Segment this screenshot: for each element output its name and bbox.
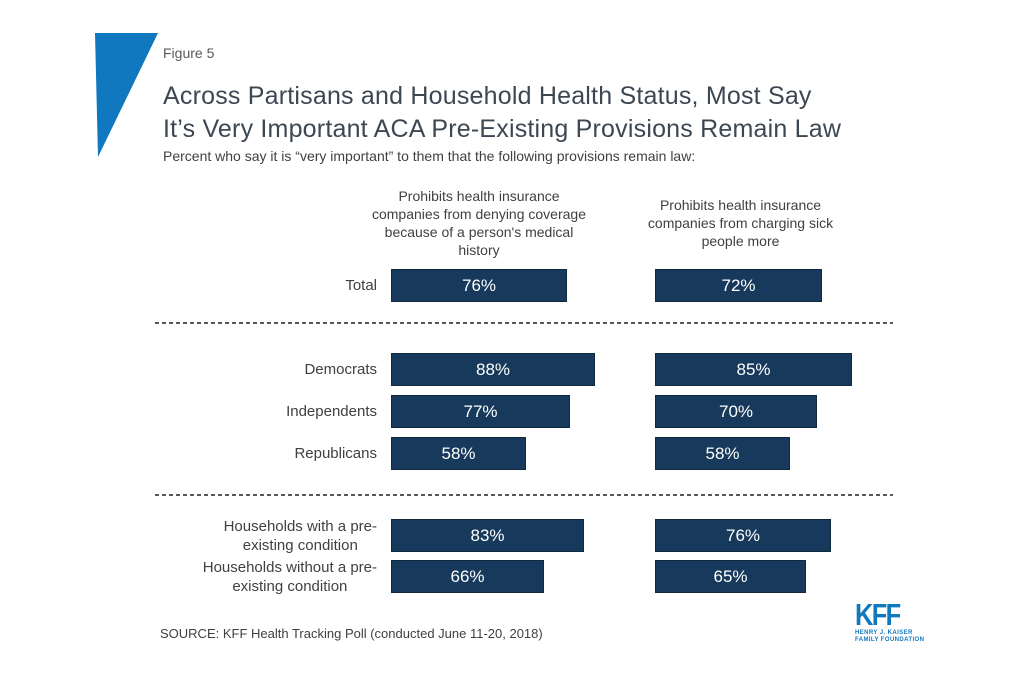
kff-logo-tagline-line-1: HENRY J. KAISER [855,630,913,636]
chart-title-line-2: It’s Very Important ACA Pre-Existing Pro… [163,115,842,143]
column-header-denying-coverage: Prohibits health insurance companies fro… [371,188,586,258]
chart-title-line-1: Across Partisans and Household Health St… [163,82,812,110]
category-label: Democrats [136,353,381,386]
column-header-charging-more: Prohibits health insurance companies fro… [647,197,834,249]
category-label-text: Households without a pre-existing condit… [202,558,377,595]
category-label-text: Republicans [294,445,377,462]
category-label-text: Total [345,277,377,294]
figure-label: Figure 5 [163,45,215,61]
bar-value-label: 58% [441,443,476,463]
bar-value-label: 77% [463,401,498,421]
bar-value-label: 88% [475,359,511,379]
dashed-divider [155,494,893,496]
bar: 76% [655,519,831,552]
category-label-text: Households with a pre-existing condition [223,517,377,554]
bar-value-label: 70% [718,401,754,421]
category-label: Households without a pre-existing condit… [136,558,381,595]
category-label: Republicans [136,437,381,470]
kff-logo-tagline-line-2: FAMILY FOUNDATION [855,637,925,643]
bar: 58% [391,437,526,470]
bar-value-label: 58% [705,443,740,463]
bar: 72% [655,269,822,302]
kff-triangle-logo-mark [95,33,158,157]
bar: 66% [391,560,544,593]
bar-value-label: 76% [461,275,497,295]
bar: 65% [655,560,806,593]
bar: 83% [391,519,584,552]
bar: 70% [655,395,817,428]
source-note: SOURCE: KFF Health Tracking Poll (conduc… [160,626,543,641]
chart-title: Across Partisans and Household Health St… [163,80,841,146]
bar-value-label: 76% [725,525,761,545]
category-label-text: Independents [286,403,377,420]
category-label-text: Democrats [304,361,377,378]
bar-value-label: 66% [450,566,485,586]
category-label: Independents [136,395,381,428]
bar-value-label: 65% [713,566,748,586]
kff-logo-tagline: HENRY J. KAISER FAMILY FOUNDATION [855,630,975,644]
bar: 76% [391,269,567,302]
bar-value-label: 83% [470,525,505,545]
dashed-divider [155,322,893,324]
bar-value-label: 85% [736,359,771,379]
kff-logo-text: KFF [855,597,901,632]
bar: 85% [655,353,852,386]
bar: 77% [391,395,570,428]
bar: 88% [391,353,595,386]
bar-value-label: 72% [721,275,756,295]
kff-logo: KFF HENRY J. KAISER FAMILY FOUNDATION [855,597,975,644]
category-label: Total [136,269,381,302]
bar: 58% [655,437,790,470]
category-label: Households with a pre-existing condition [136,517,381,554]
chart-subtitle: Percent who say it is “very important” t… [163,148,696,164]
